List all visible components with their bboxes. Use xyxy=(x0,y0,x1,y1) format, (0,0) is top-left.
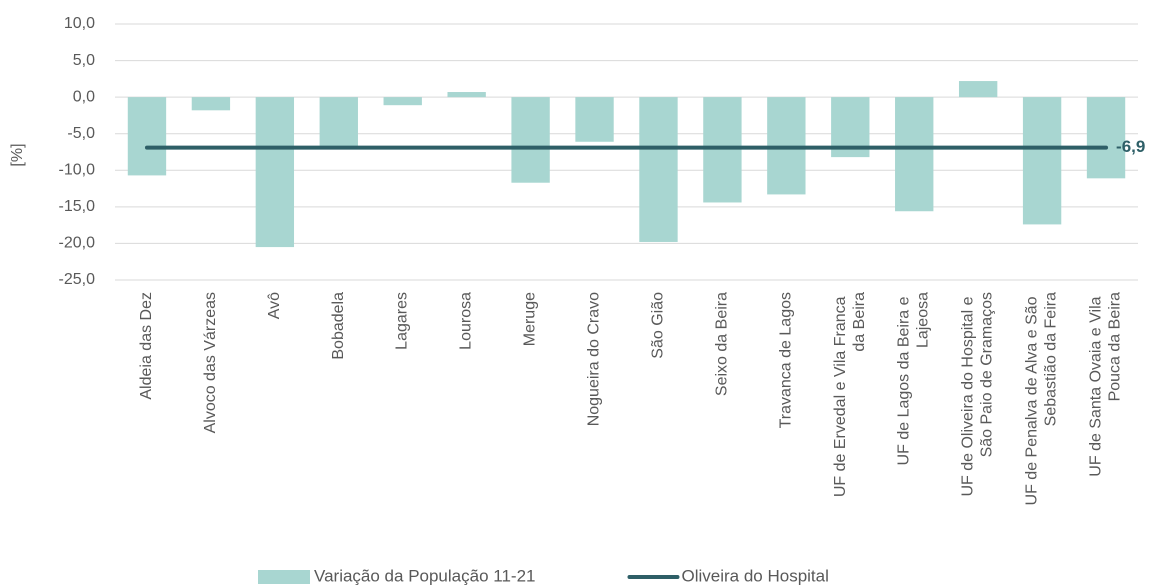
y-tick-label: -10,0 xyxy=(59,162,96,179)
x-tick-label: Aldeia das Dez xyxy=(138,292,155,400)
x-tick-label: UF de Oliveira do Hospital e São Paio de… xyxy=(960,292,996,497)
y-tick-label: 10,0 xyxy=(64,15,95,32)
y-tick-label: -5,0 xyxy=(67,125,95,142)
y-tick-label: 0,0 xyxy=(73,88,95,105)
x-tick-label: Lagares xyxy=(394,292,411,350)
x-tick-label: Seixo da Beira xyxy=(714,292,731,396)
bar xyxy=(383,97,422,106)
bar xyxy=(1022,97,1062,225)
x-tick-label: Lourosa xyxy=(458,292,475,350)
y-axis-label: [%] xyxy=(9,143,26,166)
bar xyxy=(575,97,614,142)
legend-swatch xyxy=(258,570,310,584)
y-tick-label: -15,0 xyxy=(59,198,96,215)
bar xyxy=(895,97,934,212)
bar xyxy=(127,97,167,176)
bar xyxy=(703,97,742,203)
y-tick-label: -20,0 xyxy=(59,235,96,252)
bar xyxy=(447,92,486,98)
bar xyxy=(511,97,550,183)
y-tick-label: -25,0 xyxy=(59,271,96,288)
x-tick-label: UF de Ervedal e Vila Franca da Beira xyxy=(832,292,868,497)
y-tick-label: 5,0 xyxy=(73,52,95,69)
x-tick-label: Meruge xyxy=(522,292,539,346)
legend-label: Oliveira do Hospital xyxy=(681,566,828,585)
x-tick-label: Travanca de Lagos xyxy=(778,292,795,428)
bar xyxy=(191,97,231,111)
data-label: -6,9 xyxy=(1116,137,1145,156)
x-tick-label: Nogueira do Cravo xyxy=(586,292,603,426)
x-tick-label: Bobadela xyxy=(330,292,347,360)
x-tick-label: Avô xyxy=(266,292,283,319)
x-tick-label: UF de Santa Ovaia e Vila Pouca da Beira xyxy=(1088,292,1124,477)
bar xyxy=(958,81,998,98)
bar xyxy=(1086,97,1126,179)
legend-label: Variação da População 11-21 xyxy=(314,566,535,585)
x-tick-label: UF de Lagos da Beira e Lajeosa xyxy=(896,292,932,466)
bar xyxy=(639,97,678,242)
x-tick-label: Alvoco das Várzeas xyxy=(202,292,219,433)
bar xyxy=(255,97,295,248)
x-tick-label: São Gião xyxy=(650,292,667,359)
bar xyxy=(319,97,358,147)
x-tick-label: UF de Penalva de Alva e São Sebastião da… xyxy=(1024,292,1060,506)
